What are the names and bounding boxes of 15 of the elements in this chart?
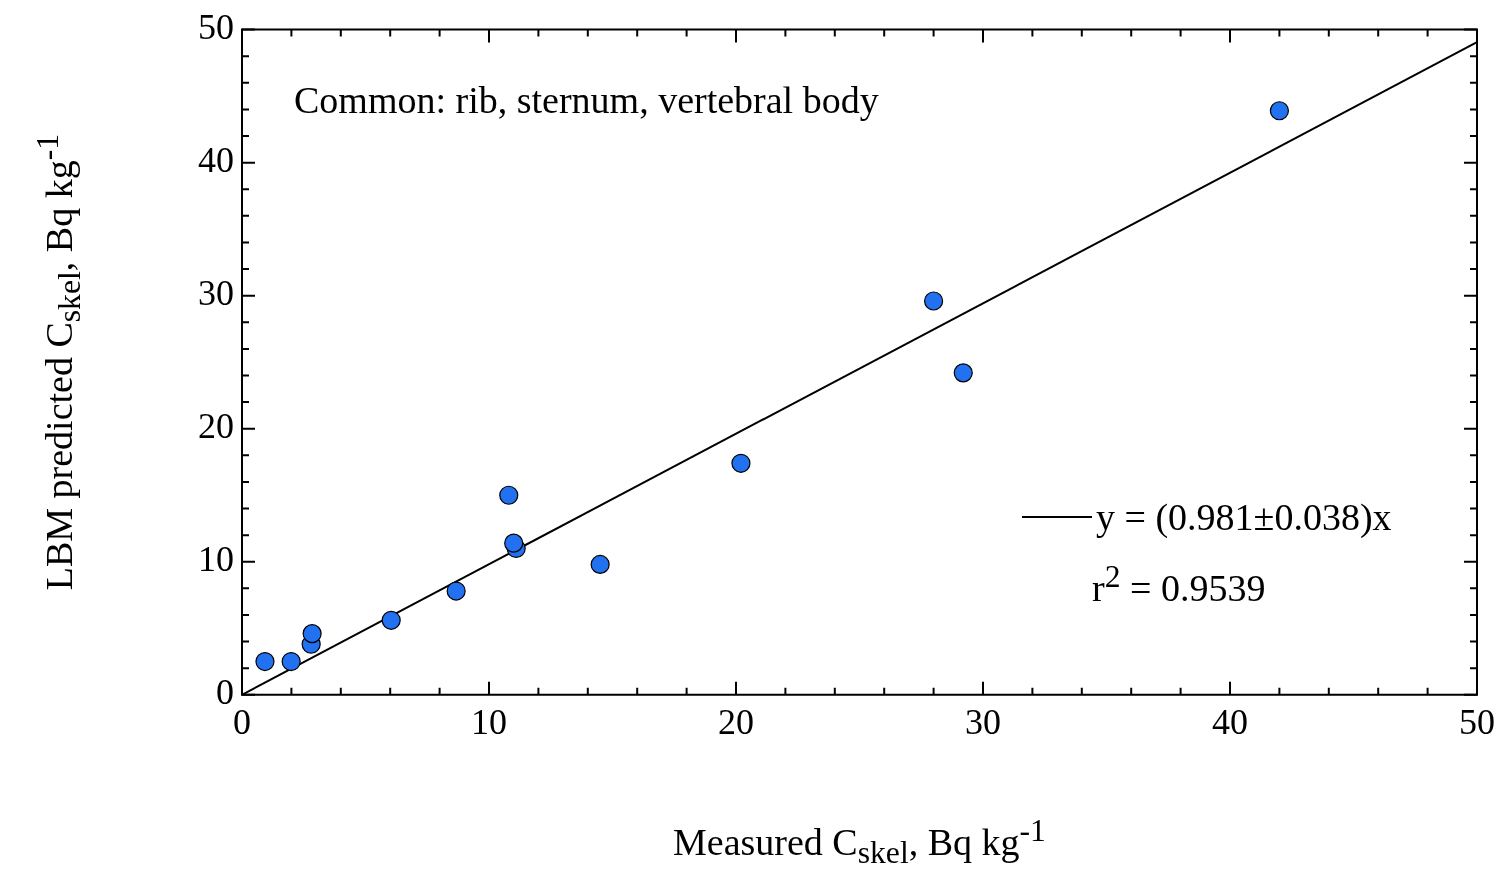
- y-tick-label: 50: [198, 7, 234, 48]
- y-tick-label: 30: [198, 273, 234, 314]
- x-tick-label: 20: [718, 701, 754, 742]
- y-tick-label: 40: [198, 140, 234, 181]
- x-tick-label: 10: [471, 701, 507, 742]
- annotation: r$^{2}$ = 0.9539: [1092, 558, 1266, 610]
- y-tick-label: 0: [216, 672, 234, 713]
- x-tick-label: 40: [1212, 701, 1248, 742]
- x-tick-label: 30: [965, 701, 1001, 742]
- y-tick-label: 20: [198, 406, 234, 447]
- y-tick-label: 10: [198, 539, 234, 580]
- legend-label: y = (0.981±0.038)x: [1096, 494, 1392, 539]
- x-axis-title: Measured C$_{skel}$, Bq kg$^{-1}$: [673, 812, 1046, 872]
- annotation: Common: rib, sternum, vertebral body: [294, 77, 879, 122]
- x-tick-label: 50: [1459, 701, 1495, 742]
